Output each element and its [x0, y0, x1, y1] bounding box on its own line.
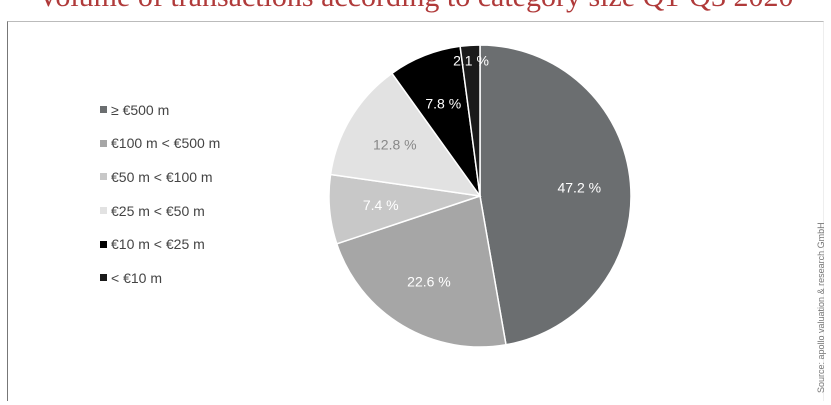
legend-label: €10 m < €25 m	[111, 236, 205, 253]
legend-label: €25 m < €50 m	[111, 202, 205, 219]
slice-data-label: 47.2 %	[557, 179, 601, 195]
legend-label: €50 m < €100 m	[111, 168, 213, 185]
legend-swatch	[100, 240, 107, 248]
legend-item: < €10 m	[100, 261, 220, 295]
legend-label: < €10 m	[111, 269, 162, 286]
pie-slice	[459, 44, 481, 197]
slice-data-label: 2.1 %	[453, 52, 489, 68]
slice-data-label: 12.8 %	[373, 136, 417, 152]
legend-item: €50 m < €100 m	[100, 160, 220, 194]
legend-label: ≥ €500 m	[111, 101, 170, 118]
legend-item: €100 m < €500 m	[100, 127, 220, 161]
legend-label: €100 m < €500 m	[111, 135, 221, 152]
legend-item: €10 m < €25 m	[100, 227, 220, 261]
pie-slice	[335, 195, 507, 348]
legend-swatch	[100, 106, 107, 114]
pie-slice	[329, 72, 482, 197]
legend-item: ≥ €500 m	[100, 93, 220, 127]
chart-frame	[7, 21, 824, 401]
legend-item: €25 m < €50 m	[100, 194, 220, 228]
legend: ≥ €500 m €100 m < €500 m €50 m < €100 m …	[100, 93, 220, 295]
legend-swatch	[100, 207, 107, 215]
slice-data-label: 7.4 %	[363, 197, 399, 213]
slice-data-label: 22.6 %	[407, 274, 451, 290]
slice-data-label: 7.8 %	[425, 95, 461, 111]
legend-swatch	[100, 139, 107, 147]
pie-slice	[479, 44, 632, 346]
legend-swatch	[100, 173, 107, 181]
legend-swatch	[100, 274, 107, 282]
source-note: Source: apollo valuation & research GmbH	[816, 222, 826, 393]
chart-title: Volume of transactions according to cate…	[0, 0, 831, 14]
